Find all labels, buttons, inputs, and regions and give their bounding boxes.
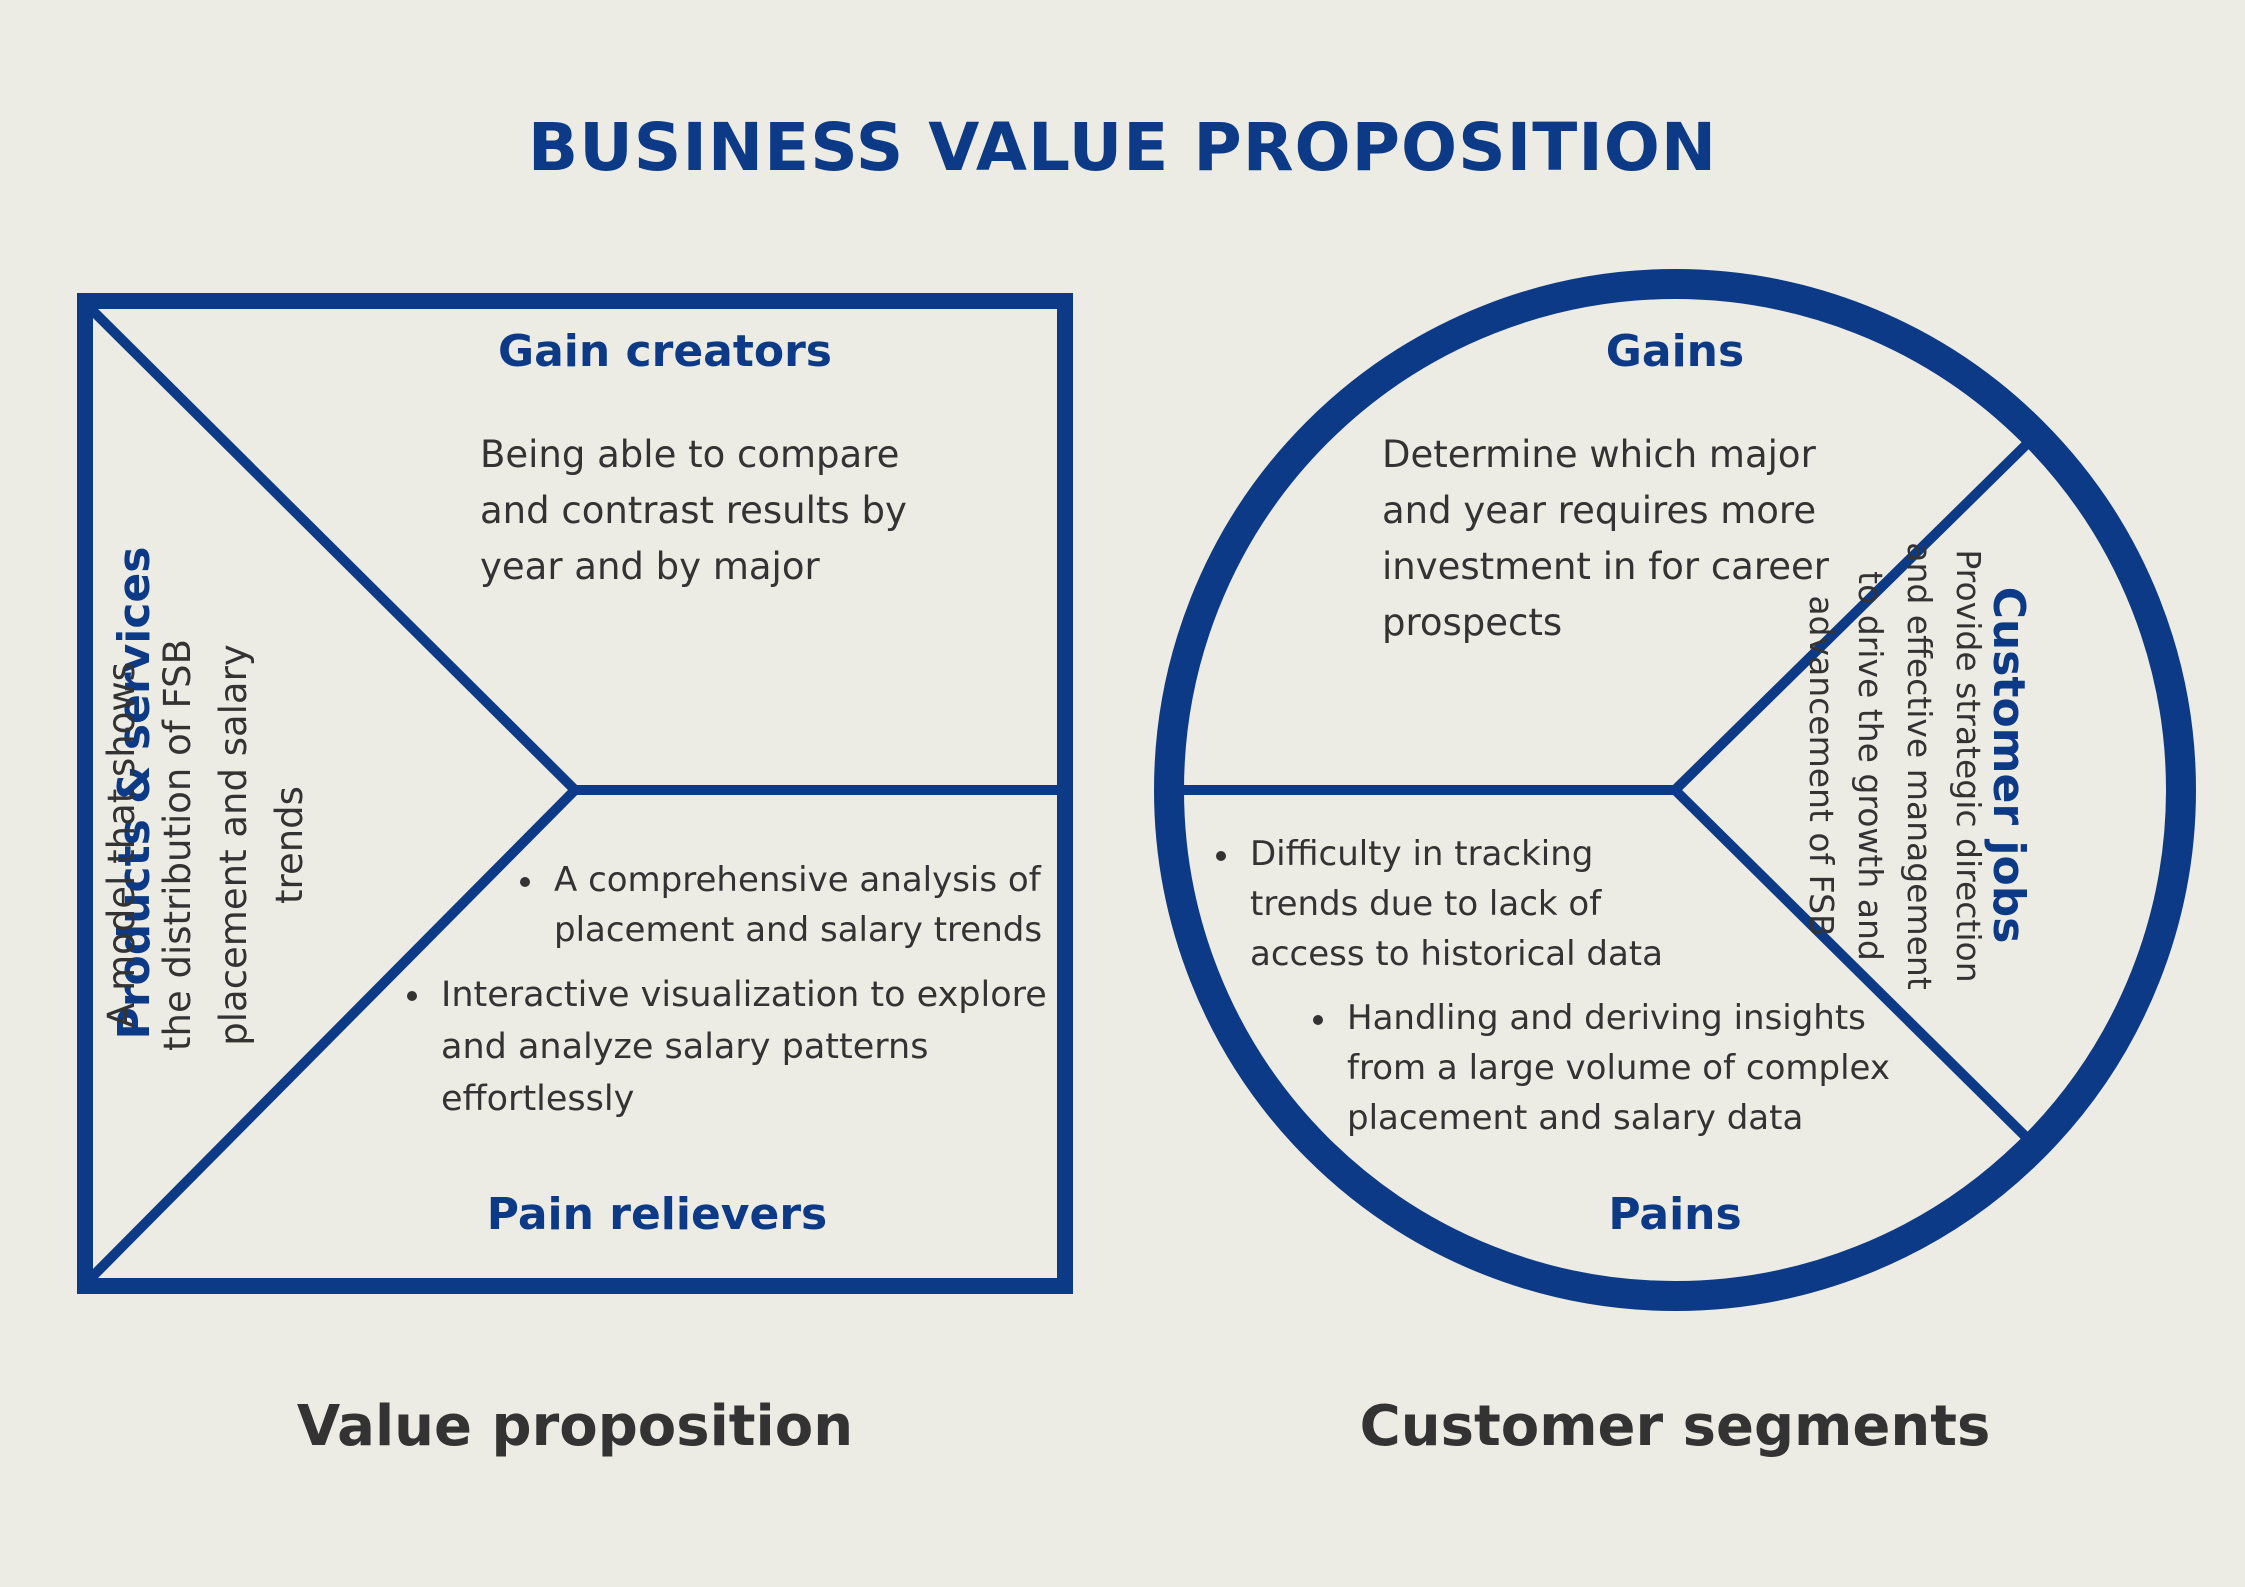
pain-reliever-item: A comprehensive analysis of placement an… (516, 855, 1046, 955)
gain-creators-text: Being able to compare and contrast resul… (480, 433, 907, 588)
pains-heading: Pains (1608, 1189, 1742, 1240)
square-diagonal-upper (87, 305, 579, 794)
pain-reliever-item: Interactive visualization to explore and… (403, 969, 1053, 1125)
value-proposition-caption: Value proposition (296, 1394, 854, 1459)
gain-creators-heading: Gain creators (498, 326, 832, 377)
pain-relievers-heading: Pain relievers (486, 1189, 828, 1240)
gains-heading: Gains (1605, 326, 1745, 377)
pains-list-2: Handling and deriving insights from a la… (1309, 993, 1899, 1143)
products-services-text: A model that shows the distribution of F… (100, 638, 311, 1052)
customer-segments-caption: Customer segments (1359, 1394, 1991, 1459)
customer-segments-circle (1154, 269, 2196, 1311)
pain-item: Handling and deriving insights from a la… (1309, 993, 1899, 1143)
pain-relievers-list-2: Interactive visualization to explore and… (403, 969, 1053, 1125)
pains-list-1: Difficulty in tracking trends due to lac… (1212, 829, 1712, 979)
circle-diagonal-lower (1671, 786, 2034, 1145)
value-proposition-square (77, 293, 1073, 1294)
pain-item: Difficulty in tracking trends due to lac… (1212, 829, 1712, 979)
pain-relievers-list-1: A comprehensive analysis of placement an… (516, 855, 1046, 955)
customer-jobs-text: Provide strategic direction and effectiv… (1802, 542, 1988, 990)
page-title: BUSINESS VALUE PROPOSITION (527, 109, 1718, 186)
square-diagonal-lower (87, 786, 579, 1282)
gains-text: Determine which major and year requires … (1382, 433, 1829, 644)
circle-diagonal-upper (1671, 437, 2034, 794)
